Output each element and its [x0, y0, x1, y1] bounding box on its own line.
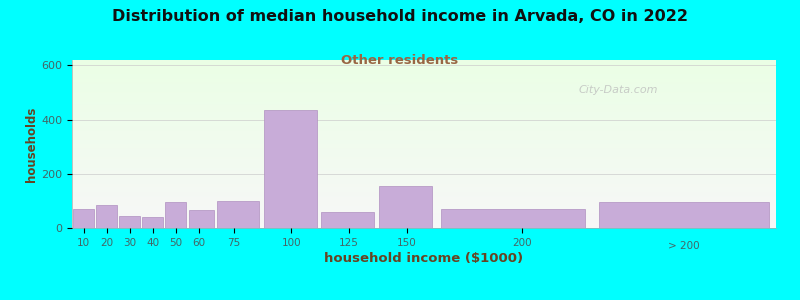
Bar	[166, 202, 186, 228]
Bar	[119, 216, 140, 228]
X-axis label: household income ($1000): household income ($1000)	[325, 252, 523, 265]
Bar	[96, 205, 118, 228]
Bar	[217, 201, 259, 228]
Bar	[322, 212, 374, 228]
Bar	[189, 210, 214, 228]
Text: > 200: > 200	[668, 242, 699, 251]
Y-axis label: households: households	[26, 106, 38, 182]
Bar	[598, 202, 769, 228]
Text: City-Data.com: City-Data.com	[579, 85, 658, 95]
Text: Other residents: Other residents	[342, 54, 458, 67]
Text: Distribution of median household income in Arvada, CO in 2022: Distribution of median household income …	[112, 9, 688, 24]
Bar	[73, 209, 94, 228]
Bar	[263, 110, 317, 228]
Bar	[142, 217, 163, 228]
Bar	[441, 209, 585, 228]
Bar	[379, 186, 432, 228]
